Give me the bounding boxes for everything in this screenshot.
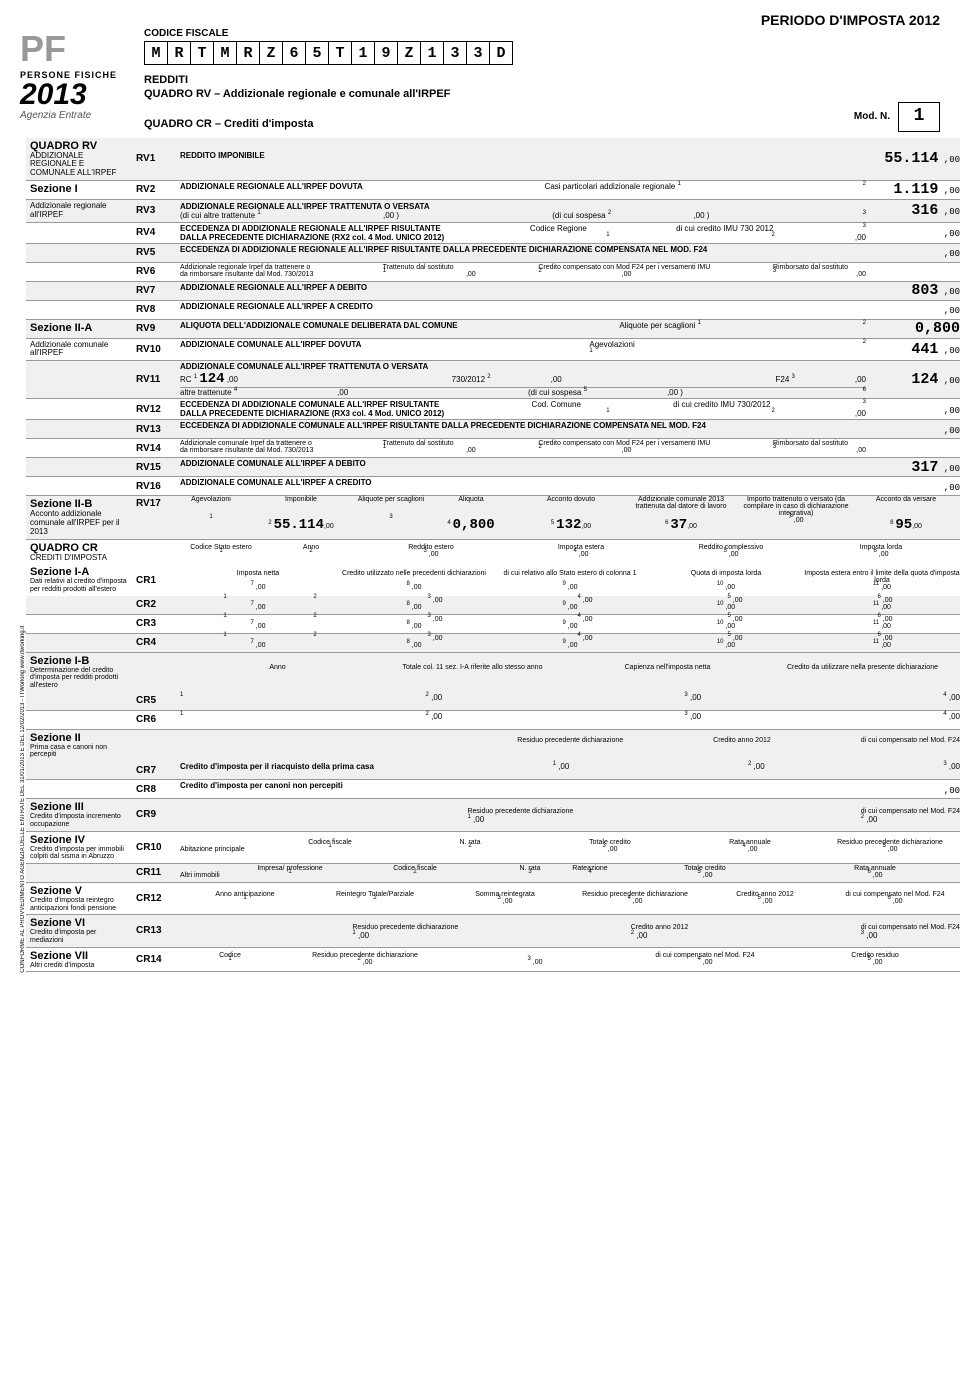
cf-label: CODICE FISCALE xyxy=(144,28,940,39)
period: PERIODO D'IMPOSTA 2012 xyxy=(20,12,940,28)
cf-char: 3 xyxy=(443,41,467,65)
row-code: RV1 xyxy=(134,151,176,166)
cf-char: 1 xyxy=(420,41,444,65)
cf-char: R xyxy=(167,41,191,65)
logo: PF PERSONE FISICHE 2013 Agenzia Entrate xyxy=(20,28,130,132)
titles: REDDITI QUADRO RV – Addizionale regional… xyxy=(144,73,940,132)
cf-char: 6 xyxy=(282,41,306,65)
cf-char: M xyxy=(213,41,237,65)
cf-char: T xyxy=(190,41,214,65)
cf-boxes: MRTMRZ65T19Z133D xyxy=(144,41,940,65)
cf-char: Z xyxy=(397,41,421,65)
cf-char: 1 xyxy=(351,41,375,65)
side-text: CONFORME AL PROVVEDIMENTO AGENZIA DELLE … xyxy=(20,138,26,973)
cf-char: D xyxy=(489,41,513,65)
cf-char: R xyxy=(236,41,260,65)
cf-char: T xyxy=(328,41,352,65)
cf-char: 3 xyxy=(466,41,490,65)
cf-char: M xyxy=(144,41,168,65)
cf-char: 5 xyxy=(305,41,329,65)
cf-char: Z xyxy=(259,41,283,65)
cf-char: 9 xyxy=(374,41,398,65)
